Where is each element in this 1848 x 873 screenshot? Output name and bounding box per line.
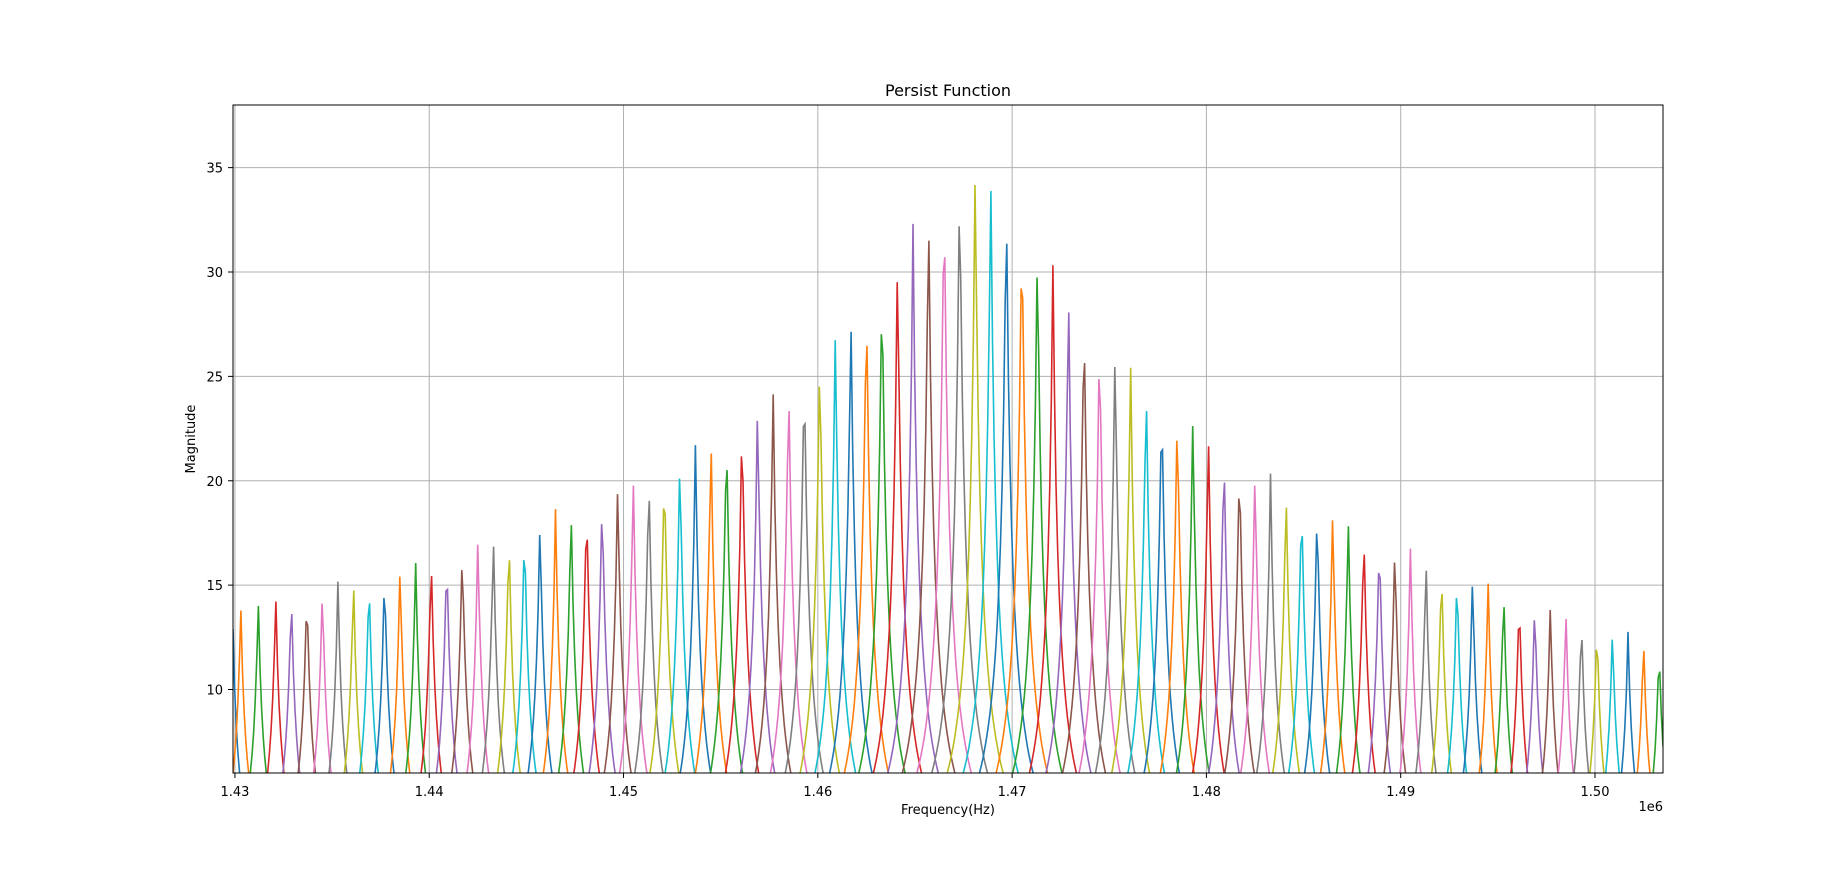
x-tick-label: 1.46 <box>803 785 832 800</box>
x-tick-label: 1.49 <box>1386 785 1415 800</box>
y-tick-label: 25 <box>206 370 223 385</box>
x-axis-label: Frequency(Hz) <box>901 803 995 818</box>
series-line <box>901 240 956 773</box>
x-axis-offset-label: 1e6 <box>1638 800 1663 815</box>
x-tick-label: 1.50 <box>1581 785 1610 800</box>
y-tick-label: 15 <box>206 579 223 594</box>
y-axis-label: Magnitude <box>184 405 199 474</box>
y-tick-label: 10 <box>206 684 223 699</box>
series-line <box>466 544 490 773</box>
series-line <box>930 226 989 773</box>
axis-ticks: 1.43 1.44 1.45 1.46 1.47 1.48 1.49 1.50 10 15 20 25… <box>206 162 1609 800</box>
x-tick-label: 1.43 <box>220 785 249 800</box>
x-tick-label: 1.45 <box>609 785 638 800</box>
x-tick-label: 1.47 <box>998 785 1027 800</box>
x-tick-label: 1.44 <box>415 785 444 800</box>
y-tick-label: 30 <box>206 266 223 281</box>
x-tick-label: 1.48 <box>1192 785 1221 800</box>
series-line <box>1415 570 1437 773</box>
plot-frame <box>232 104 1664 774</box>
chart-title: Persist Function <box>885 81 1011 100</box>
series-line <box>946 184 1005 773</box>
series-line <box>916 257 973 773</box>
y-tick-label: 20 <box>206 475 223 490</box>
series-line <box>450 570 474 773</box>
y-tick-label: 35 <box>206 162 223 177</box>
series-layer <box>233 184 1663 773</box>
